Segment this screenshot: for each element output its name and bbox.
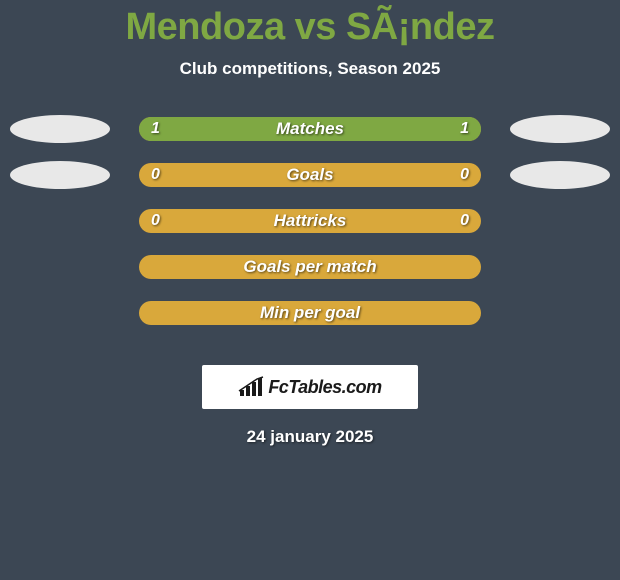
side-marker-left (10, 161, 110, 189)
stat-bar: 00Goals (139, 163, 481, 187)
stat-label: Goals (139, 163, 481, 187)
stat-bar: Min per goal (139, 301, 481, 325)
stat-label: Goals per match (139, 255, 481, 279)
stat-row: 11Matches (0, 117, 620, 163)
side-marker-right (510, 161, 610, 189)
stat-label: Matches (139, 117, 481, 141)
stat-row: Goals per match (0, 255, 620, 301)
page-subtitle: Club competitions, Season 2025 (0, 59, 620, 79)
stat-label: Min per goal (139, 301, 481, 325)
stat-bar: 00Hattricks (139, 209, 481, 233)
stat-row: 00Goals (0, 163, 620, 209)
stat-label: Hattricks (139, 209, 481, 233)
bar-chart-icon (238, 376, 264, 398)
side-marker-left (10, 115, 110, 143)
stat-row: Min per goal (0, 301, 620, 347)
stat-bar: Goals per match (139, 255, 481, 279)
site-logo[interactable]: FcTables.com (202, 365, 418, 409)
stats-rows: 11Matches 00Goals 00Hattricks Goals per mat… (0, 117, 620, 347)
side-marker-right (510, 115, 610, 143)
logo-text: FcTables.com (268, 377, 381, 398)
page-title: Mendoza vs SÃ¡ndez (0, 0, 620, 49)
stat-row: 00Hattricks (0, 209, 620, 255)
stat-bar: 11Matches (139, 117, 481, 141)
date-label: 24 january 2025 (0, 427, 620, 447)
